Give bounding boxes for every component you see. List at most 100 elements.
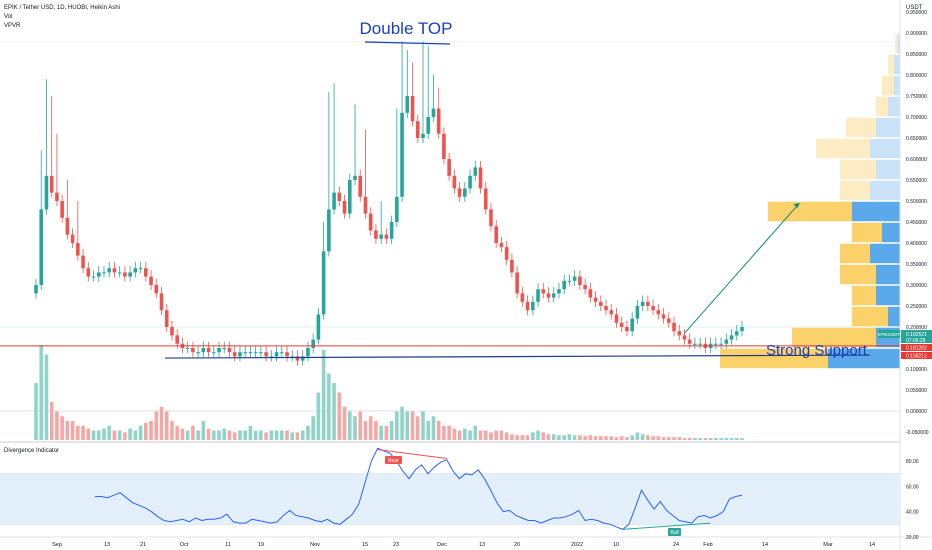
candle-body [599,301,603,306]
candle-body [347,180,352,214]
volume-bar [457,430,462,440]
time-axis[interactable]: Sep 13 21 Oct 11 19 Nov 15 23 Dec 13 20 2022 10 24 Feb 1… [52,542,875,548]
volume-bar [640,434,645,440]
volume-bar [463,428,467,440]
candle-body [217,348,221,353]
double-top-underline[interactable] [364,41,451,45]
indicator-vol-label[interactable]: Vol [4,14,12,20]
price-tick-label: 0.550000 [906,178,927,184]
candle-body [494,226,499,243]
candle-body [149,276,153,285]
volume-bar [557,435,561,440]
volume-bar [368,416,373,440]
price-tick-label: 0.700000 [906,115,927,121]
volume-bar [96,430,101,440]
time-tick-label: 13 [104,542,110,548]
volume-bar [117,430,122,440]
candle-body [227,348,232,353]
volume-bar [619,436,624,440]
time-tick-label: 10 [613,542,619,548]
volume-bar [436,421,441,440]
volume-bar [295,432,300,440]
volume-bar [34,383,38,440]
candle-body [520,293,525,302]
candle-body [379,234,383,239]
strong-support-label[interactable]: Strong Support [766,342,868,359]
oscillator-tick-label: 60.00 [906,484,919,490]
volume-bar [541,432,546,440]
price-tick-label: 0.500000 [906,199,927,205]
divergence-indicator-pane [0,447,900,530]
candle-body [363,196,368,214]
volume-bar [274,430,279,440]
candle-body [541,289,546,294]
price-tick-label: 0.050000 [906,388,927,394]
volume-bar [60,416,64,440]
volume-bar [144,422,148,440]
volume-bar [525,435,530,440]
volume-bar [290,432,295,440]
oscillator-line [95,447,743,530]
candle-body [473,167,478,176]
candle-body [138,268,143,270]
volume-bar [551,434,556,440]
symbol-title[interactable]: EPIK / Tether USD, 1D, HUOBI, Heikin Ash… [4,5,120,11]
candle-body [34,285,38,294]
candle-body [55,192,59,201]
candle-body [212,352,216,354]
candle-body [499,243,504,248]
volume-bar [206,428,211,440]
vp-up-volume [720,348,828,369]
volume-bar [729,438,734,440]
time-tick-label: 2022 [571,542,583,548]
candle-body [248,352,253,354]
indicator-vpvr-label[interactable]: VPVR [4,23,21,29]
candle-body [206,348,211,353]
candle-body [651,306,655,311]
candle-body [635,306,640,319]
double-top-label[interactable]: Double TOP [360,19,453,38]
price-axis-ticks[interactable]: 0.950000 0.900000 0.850000 0.800000 0.750000… [906,10,929,436]
candle-body [646,301,650,306]
volume-bar [279,430,284,440]
candle-body [510,259,514,273]
volume-bar [593,436,598,440]
vp-up-volume [768,201,852,222]
candle-body [442,133,446,159]
volume-bar [81,425,85,440]
volume-bar [164,411,169,440]
volume-bar [253,430,258,440]
volume-bar [583,436,587,440]
vp-down-volume [870,243,900,264]
candle-body [321,251,326,315]
price-tick-label: 0.900000 [906,31,927,37]
volume-bar [243,430,247,440]
volume-bar [107,425,112,440]
candle-body [285,352,289,357]
candle-body [740,327,744,332]
price-tick-label: 0.250000 [906,304,927,310]
volume-bar [520,435,525,440]
candle-body [243,352,247,354]
candle-body [447,159,451,176]
vp-up-volume [840,264,876,285]
volume-bar [212,430,216,440]
time-tick-label: 20 [514,542,520,548]
volume-bar [196,430,200,440]
candle-body [619,322,624,327]
candle-body [567,280,572,282]
vp-down-volume [876,285,900,306]
volume-bar [316,392,321,440]
candle-body [457,188,462,197]
volume-bar [468,430,472,440]
candle-body [562,280,566,290]
bear-tag [385,456,402,464]
candle-body [410,96,415,122]
volume-bar [415,416,420,440]
volume-bar [604,436,608,440]
candle-body [60,201,64,218]
bear-divergence-line [377,449,447,459]
oscillator-title[interactable]: Divergence Indicator [4,448,59,454]
